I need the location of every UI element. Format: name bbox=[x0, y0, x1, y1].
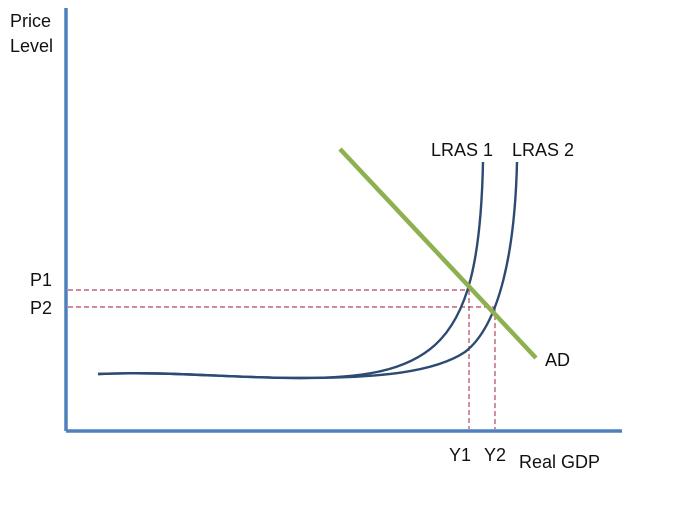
p2-label: P2 bbox=[30, 298, 52, 318]
y2-label: Y2 bbox=[484, 445, 506, 465]
p1-label: P1 bbox=[30, 270, 52, 290]
ad-label: AD bbox=[545, 350, 570, 370]
lras1-curve bbox=[97, 161, 485, 380]
y-axis-label-price: Price bbox=[10, 11, 51, 31]
lras2-curve bbox=[97, 161, 519, 380]
x-axis-label: Real GDP bbox=[519, 452, 600, 472]
y1-label: Y1 bbox=[449, 445, 471, 465]
lras2-label: LRAS 2 bbox=[512, 140, 574, 160]
ad-curve bbox=[338, 147, 538, 360]
y-axis-label-level: Level bbox=[10, 36, 53, 56]
lras1-label: LRAS 1 bbox=[431, 140, 493, 160]
